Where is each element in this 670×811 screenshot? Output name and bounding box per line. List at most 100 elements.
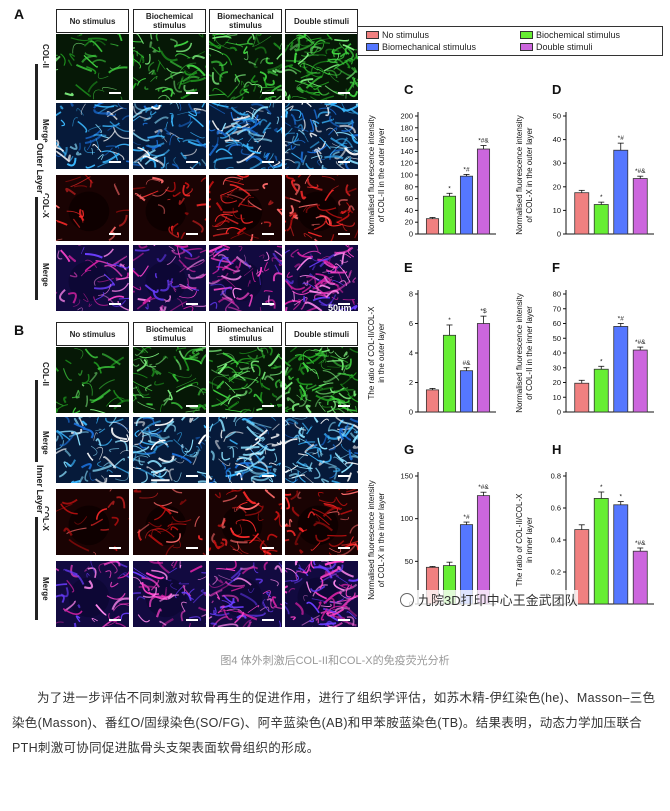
scale-bar — [338, 92, 350, 94]
col-header-biochemical: Biochemical stimulus — [133, 322, 206, 346]
inner-layer-label: Inner Layer — [35, 462, 45, 517]
chart-legend: No stimulus Biomechanical stimulus Bioch… — [357, 26, 663, 56]
microscopy-image — [56, 561, 129, 627]
microscopy-image — [285, 103, 358, 169]
y-tick-label: 20 — [405, 218, 413, 227]
panel-letter: D — [552, 82, 561, 97]
col-header-biochemical: Biochemical stimulus — [133, 9, 206, 33]
row-label-merge: Merge — [41, 431, 50, 455]
significance-label: * — [600, 484, 603, 491]
panel-letter: C — [404, 82, 414, 97]
microscopy-image — [285, 34, 358, 100]
scale-bar — [262, 233, 274, 235]
significance-label: *# — [618, 316, 625, 323]
scale-bar — [186, 619, 198, 621]
bar — [593, 498, 609, 605]
chart-panel-c: C Normalised fluorescence intensity of COL… — [367, 82, 496, 239]
y-tick-label: 100 — [400, 514, 413, 523]
y-axis-label: Normalised fluorescence intensity — [367, 480, 376, 600]
y-tick-label: 6 — [409, 319, 413, 328]
microscopy-image — [133, 175, 206, 241]
scale-bar — [186, 92, 198, 94]
scale-bar — [109, 405, 121, 407]
bar — [442, 334, 457, 413]
microscopy-image — [209, 103, 282, 169]
microscopy-image — [133, 245, 206, 311]
significance-label: *#& — [478, 484, 489, 491]
scale-bar — [262, 405, 274, 407]
y-tick-label: 160 — [400, 135, 413, 144]
legend-swatch — [520, 43, 533, 51]
bar — [476, 148, 491, 235]
significance-label: *#& — [635, 540, 646, 547]
microscopy-image — [56, 34, 129, 100]
wechat-icon — [400, 592, 414, 607]
y-tick-label: 10 — [553, 206, 561, 215]
significance-label: * — [600, 358, 603, 365]
microscopy-image — [133, 417, 206, 483]
microscopy-image — [133, 34, 206, 100]
bar — [632, 550, 648, 605]
y-axis-label: The ratio of COL-II/COL-X — [515, 493, 524, 587]
col-header-biomechanical: Biomechanical stimulus — [209, 322, 282, 346]
y-tick-label: 10 — [553, 393, 561, 402]
row-label-col2: COL-II — [41, 44, 50, 68]
y-tick-label: 80 — [405, 182, 413, 191]
microscopy-image — [285, 417, 358, 483]
significance-label: *# — [463, 514, 470, 521]
y-tick-label: 0 — [557, 408, 561, 417]
chart-panel-f: F Normalised fluorescence intensity of COL… — [515, 260, 654, 417]
y-axis-label: in inner layer — [525, 517, 534, 563]
y-tick-label: 20 — [553, 378, 561, 387]
scale-bar — [262, 303, 274, 305]
y-tick-label: 80 — [553, 290, 561, 299]
bar — [613, 504, 629, 605]
outer-layer-label: Outer Layer — [35, 140, 45, 197]
bar — [476, 323, 491, 413]
microscopy-image — [133, 561, 206, 627]
microscopy-image — [56, 245, 129, 311]
scale-bar — [109, 161, 121, 163]
y-tick-label: 30 — [553, 159, 561, 168]
y-axis-label: Normalised fluorescence intensity — [515, 293, 524, 413]
scale-bar — [262, 619, 274, 621]
y-tick-label: 150 — [400, 472, 413, 481]
y-tick-label: 100 — [400, 171, 413, 180]
y-tick-label: 0 — [557, 230, 561, 239]
scale-bar — [186, 547, 198, 549]
bar — [593, 368, 609, 413]
significance-label: * — [448, 185, 451, 192]
row-label-merge: Merge — [41, 577, 50, 601]
microscopy-image — [209, 489, 282, 555]
y-tick-label: 0.4 — [551, 536, 561, 545]
scale-bar — [109, 303, 121, 305]
microscopy-image — [285, 489, 358, 555]
microscopy-image — [209, 245, 282, 311]
y-tick-label: 0.8 — [551, 472, 561, 481]
scale-bar — [338, 547, 350, 549]
microscopy-image — [285, 561, 358, 627]
panel-label-b: B — [14, 322, 25, 338]
bar — [632, 178, 648, 235]
microscopy-image — [56, 103, 129, 169]
y-tick-label: 140 — [400, 147, 413, 156]
microscopy-image — [285, 245, 358, 311]
col-header-no-stimulus: No stimulus — [56, 9, 129, 33]
bar — [632, 349, 648, 413]
microscopy-image — [209, 417, 282, 483]
scale-bar — [338, 405, 350, 407]
y-tick-label: 50 — [553, 112, 561, 121]
legend-item-double: Double stimuli — [520, 42, 593, 52]
scale-bar — [186, 475, 198, 477]
y-tick-label: 20 — [553, 182, 561, 191]
y-tick-label: 180 — [400, 123, 413, 132]
microscopy-image — [133, 103, 206, 169]
bar — [425, 218, 440, 235]
panel-letter: H — [552, 442, 561, 457]
significance-label: * — [619, 494, 622, 501]
y-axis-label: of COL-X in the outer layer — [525, 127, 534, 222]
watermark-text: 九院3D打印中心王金武团队 — [418, 593, 578, 608]
chart-panel-h: H The ratio of COL-II/COL-X in inner layer… — [515, 442, 654, 609]
y-axis-label: Normalised fluorescence intensity — [367, 115, 376, 235]
microscopy-image — [285, 175, 358, 241]
